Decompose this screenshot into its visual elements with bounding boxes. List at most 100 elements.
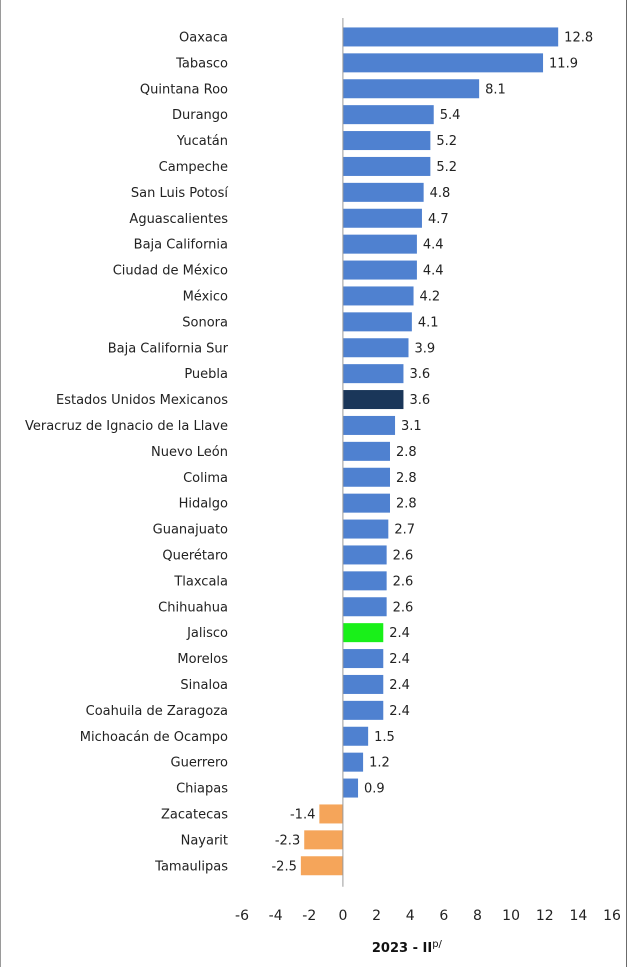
value-label-mexico: 4.2 xyxy=(420,289,441,304)
bar-tlaxcala xyxy=(342,571,387,591)
value-label-zacatecas: -1.4 xyxy=(290,807,315,822)
category-label-chihuahua: Chihuahua xyxy=(158,600,228,615)
category-label-estados-unidos-mexicanos: Estados Unidos Mexicanos xyxy=(56,393,228,408)
bar-campeche xyxy=(342,156,431,176)
bar-zacatecas xyxy=(319,804,343,824)
bar-yucatan xyxy=(342,131,431,151)
value-label-tlaxcala: 2.6 xyxy=(393,574,414,589)
x-tick-label: 16 xyxy=(603,908,621,924)
x-tick-label: 4 xyxy=(406,908,415,924)
value-label-baja-california-sur: 3.9 xyxy=(415,341,436,356)
category-label-baja-california-sur: Baja California Sur xyxy=(108,341,229,356)
category-label-san-luis-potosi: San Luis Potosí xyxy=(131,186,229,201)
value-label-morelos: 2.4 xyxy=(389,652,410,667)
bar-puebla xyxy=(342,364,404,384)
value-label-colima: 2.8 xyxy=(396,471,417,486)
category-label-ciudad-de-mexico: Ciudad de México xyxy=(113,264,228,279)
category-label-sinaloa: Sinaloa xyxy=(180,678,228,693)
bar-jalisco xyxy=(342,623,384,643)
category-label-oaxaca: Oaxaca xyxy=(179,30,228,45)
bar-oaxaca xyxy=(342,27,559,47)
category-label-hidalgo: Hidalgo xyxy=(179,497,228,512)
bar-coahuila-de-zaragoza xyxy=(342,700,384,720)
bar-durango xyxy=(342,105,434,125)
x-axis-label: 2023 - IIp/ xyxy=(372,939,443,956)
value-label-aguascalientes: 4.7 xyxy=(428,212,449,227)
x-tick-label: 2 xyxy=(372,908,381,924)
bar-baja-california-sur xyxy=(342,338,409,358)
value-label-chihuahua: 2.6 xyxy=(393,600,414,615)
bar-ciudad-de-mexico xyxy=(342,260,417,280)
bar-baja-california xyxy=(342,234,417,254)
bar-veracruz-de-ignacio-de-la-llave xyxy=(342,415,396,435)
bar-san-luis-potosi xyxy=(342,182,424,202)
category-label-jalisco: Jalisco xyxy=(186,626,228,641)
value-label-jalisco: 2.4 xyxy=(389,626,410,641)
category-label-nuevo-leon: Nuevo León xyxy=(151,445,228,460)
x-axis-label-text: 2023 - II xyxy=(372,941,432,956)
value-label-campeche: 5.2 xyxy=(436,160,457,175)
value-label-guerrero: 1.2 xyxy=(369,756,390,771)
category-label-veracruz-de-ignacio-de-la-llave: Veracruz de Ignacio de la Llave xyxy=(25,419,228,434)
category-label-zacatecas: Zacatecas xyxy=(161,807,228,822)
category-label-nayarit: Nayarit xyxy=(181,833,228,848)
bar-hidalgo xyxy=(342,493,390,513)
value-label-michoacan-de-ocampo: 1.5 xyxy=(374,730,395,745)
x-tick-label: 6 xyxy=(439,908,448,924)
category-label-aguascalientes: Aguascalientes xyxy=(129,212,228,227)
x-tick-label: -4 xyxy=(269,908,283,924)
category-label-tlaxcala: Tlaxcala xyxy=(173,574,228,589)
bar-tabasco xyxy=(342,53,544,73)
value-label-nuevo-leon: 2.8 xyxy=(396,445,417,460)
x-tick-label: -6 xyxy=(235,908,249,924)
x-tick-label: 8 xyxy=(473,908,482,924)
bar-nuevo-leon xyxy=(342,441,390,461)
category-label-durango: Durango xyxy=(172,108,228,123)
bar-guanajuato xyxy=(342,519,389,539)
value-label-nayarit: -2.3 xyxy=(275,833,300,848)
category-label-tabasco: Tabasco xyxy=(175,56,228,71)
category-label-guanajuato: Guanajuato xyxy=(153,523,228,538)
value-label-yucatan: 5.2 xyxy=(436,134,457,149)
bar-chiapas xyxy=(342,778,359,798)
value-label-san-luis-potosi: 4.8 xyxy=(430,186,451,201)
category-label-chiapas: Chiapas xyxy=(176,782,228,797)
value-label-puebla: 3.6 xyxy=(409,367,430,382)
category-label-mexico: México xyxy=(183,289,228,304)
value-label-hidalgo: 2.8 xyxy=(396,497,417,512)
category-label-yucatan: Yucatán xyxy=(176,134,228,149)
bar-nayarit xyxy=(304,830,343,850)
value-labels: 12.8 11.9 8.1 5.4 5.2 5.2 4.8 4.7 4.4 4.4 4.2 4.1 3.… xyxy=(271,30,593,874)
value-label-durango: 5.4 xyxy=(440,108,461,123)
bars-layer xyxy=(300,27,559,876)
bar-queretaro xyxy=(342,545,387,565)
category-label-colima: Colima xyxy=(183,471,228,486)
value-label-chiapas: 0.9 xyxy=(364,782,385,797)
value-label-guanajuato: 2.7 xyxy=(394,523,415,538)
category-label-tamaulipas: Tamaulipas xyxy=(154,859,228,874)
x-tick-label: 10 xyxy=(502,908,520,924)
bar-chihuahua xyxy=(342,597,387,617)
x-tick-label: 12 xyxy=(536,908,554,924)
bar-aguascalientes xyxy=(342,208,422,228)
value-label-ciudad-de-mexico: 4.4 xyxy=(423,264,444,279)
x-tick-label: 0 xyxy=(338,908,347,924)
bar-tamaulipas xyxy=(300,856,343,876)
value-label-coahuila-de-zaragoza: 2.4 xyxy=(389,704,410,719)
bar-estados-unidos-mexicanos xyxy=(342,390,404,410)
x-tick-labels: -6 -4 -2 0 2 4 6 8 10 12 14 16 xyxy=(235,908,621,924)
category-label-baja-california: Baja California xyxy=(134,238,228,253)
category-label-morelos: Morelos xyxy=(177,652,228,667)
bar-mexico xyxy=(342,286,414,306)
bar-quintana-roo xyxy=(342,79,480,99)
value-label-sinaloa: 2.4 xyxy=(389,678,410,693)
value-label-tabasco: 11.9 xyxy=(549,56,578,71)
category-label-guerrero: Guerrero xyxy=(171,756,229,771)
category-label-sonora: Sonora xyxy=(182,315,228,330)
value-label-sonora: 4.1 xyxy=(418,315,439,330)
category-label-queretaro: Querétaro xyxy=(162,548,228,563)
x-axis-label-superscript: p/ xyxy=(432,939,442,950)
category-label-quintana-roo: Quintana Roo xyxy=(140,82,228,97)
